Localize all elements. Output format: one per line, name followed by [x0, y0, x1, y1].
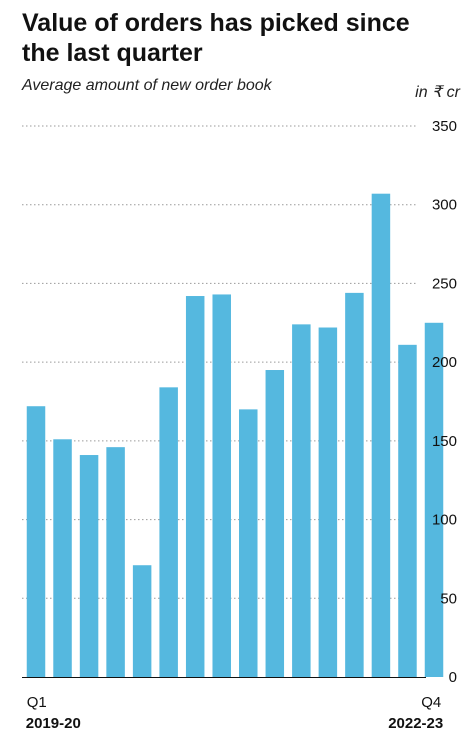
- bar: [318, 327, 338, 677]
- bar: [26, 406, 46, 677]
- bar: [159, 387, 178, 677]
- x-axis-labels: Q1 2019-20 Q4 2022-23: [26, 694, 444, 732]
- bar: [239, 409, 258, 677]
- bar: [53, 439, 72, 677]
- x-tick-label-start: Q1: [27, 694, 47, 711]
- y-tick-label: 250: [432, 275, 457, 292]
- bar: [185, 296, 205, 677]
- bar: [424, 322, 444, 677]
- bar: [132, 565, 152, 677]
- bar: [345, 292, 364, 677]
- y-tick-label: 350: [432, 118, 457, 135]
- bar: [398, 344, 417, 677]
- period-start-label: 2019-20: [26, 715, 81, 732]
- bars: [26, 193, 444, 678]
- period-end-label: 2022-23: [388, 715, 443, 732]
- bar: [106, 447, 125, 677]
- bar: [265, 370, 285, 677]
- y-tick-label: 150: [432, 433, 457, 450]
- y-axis-ticks: 0 50 100 150 200 250 300 350: [432, 118, 457, 686]
- bar: [371, 193, 391, 678]
- unit-label: in ₹ cr: [415, 84, 460, 101]
- y-tick-label: 100: [432, 512, 457, 529]
- chart-subtitle: Average amount of new order book: [22, 77, 272, 94]
- y-tick-label: 300: [432, 197, 457, 214]
- chart-title: Value of orders has picked since the las…: [22, 9, 410, 67]
- y-tick-label: 0: [449, 669, 457, 686]
- grid-lines: [22, 125, 426, 678]
- bar: [292, 324, 311, 677]
- y-tick-label: 50: [440, 590, 457, 607]
- y-tick-label: 200: [432, 354, 457, 371]
- bar: [79, 455, 99, 677]
- x-tick-label-end: Q4: [421, 694, 441, 711]
- bar: [212, 294, 231, 677]
